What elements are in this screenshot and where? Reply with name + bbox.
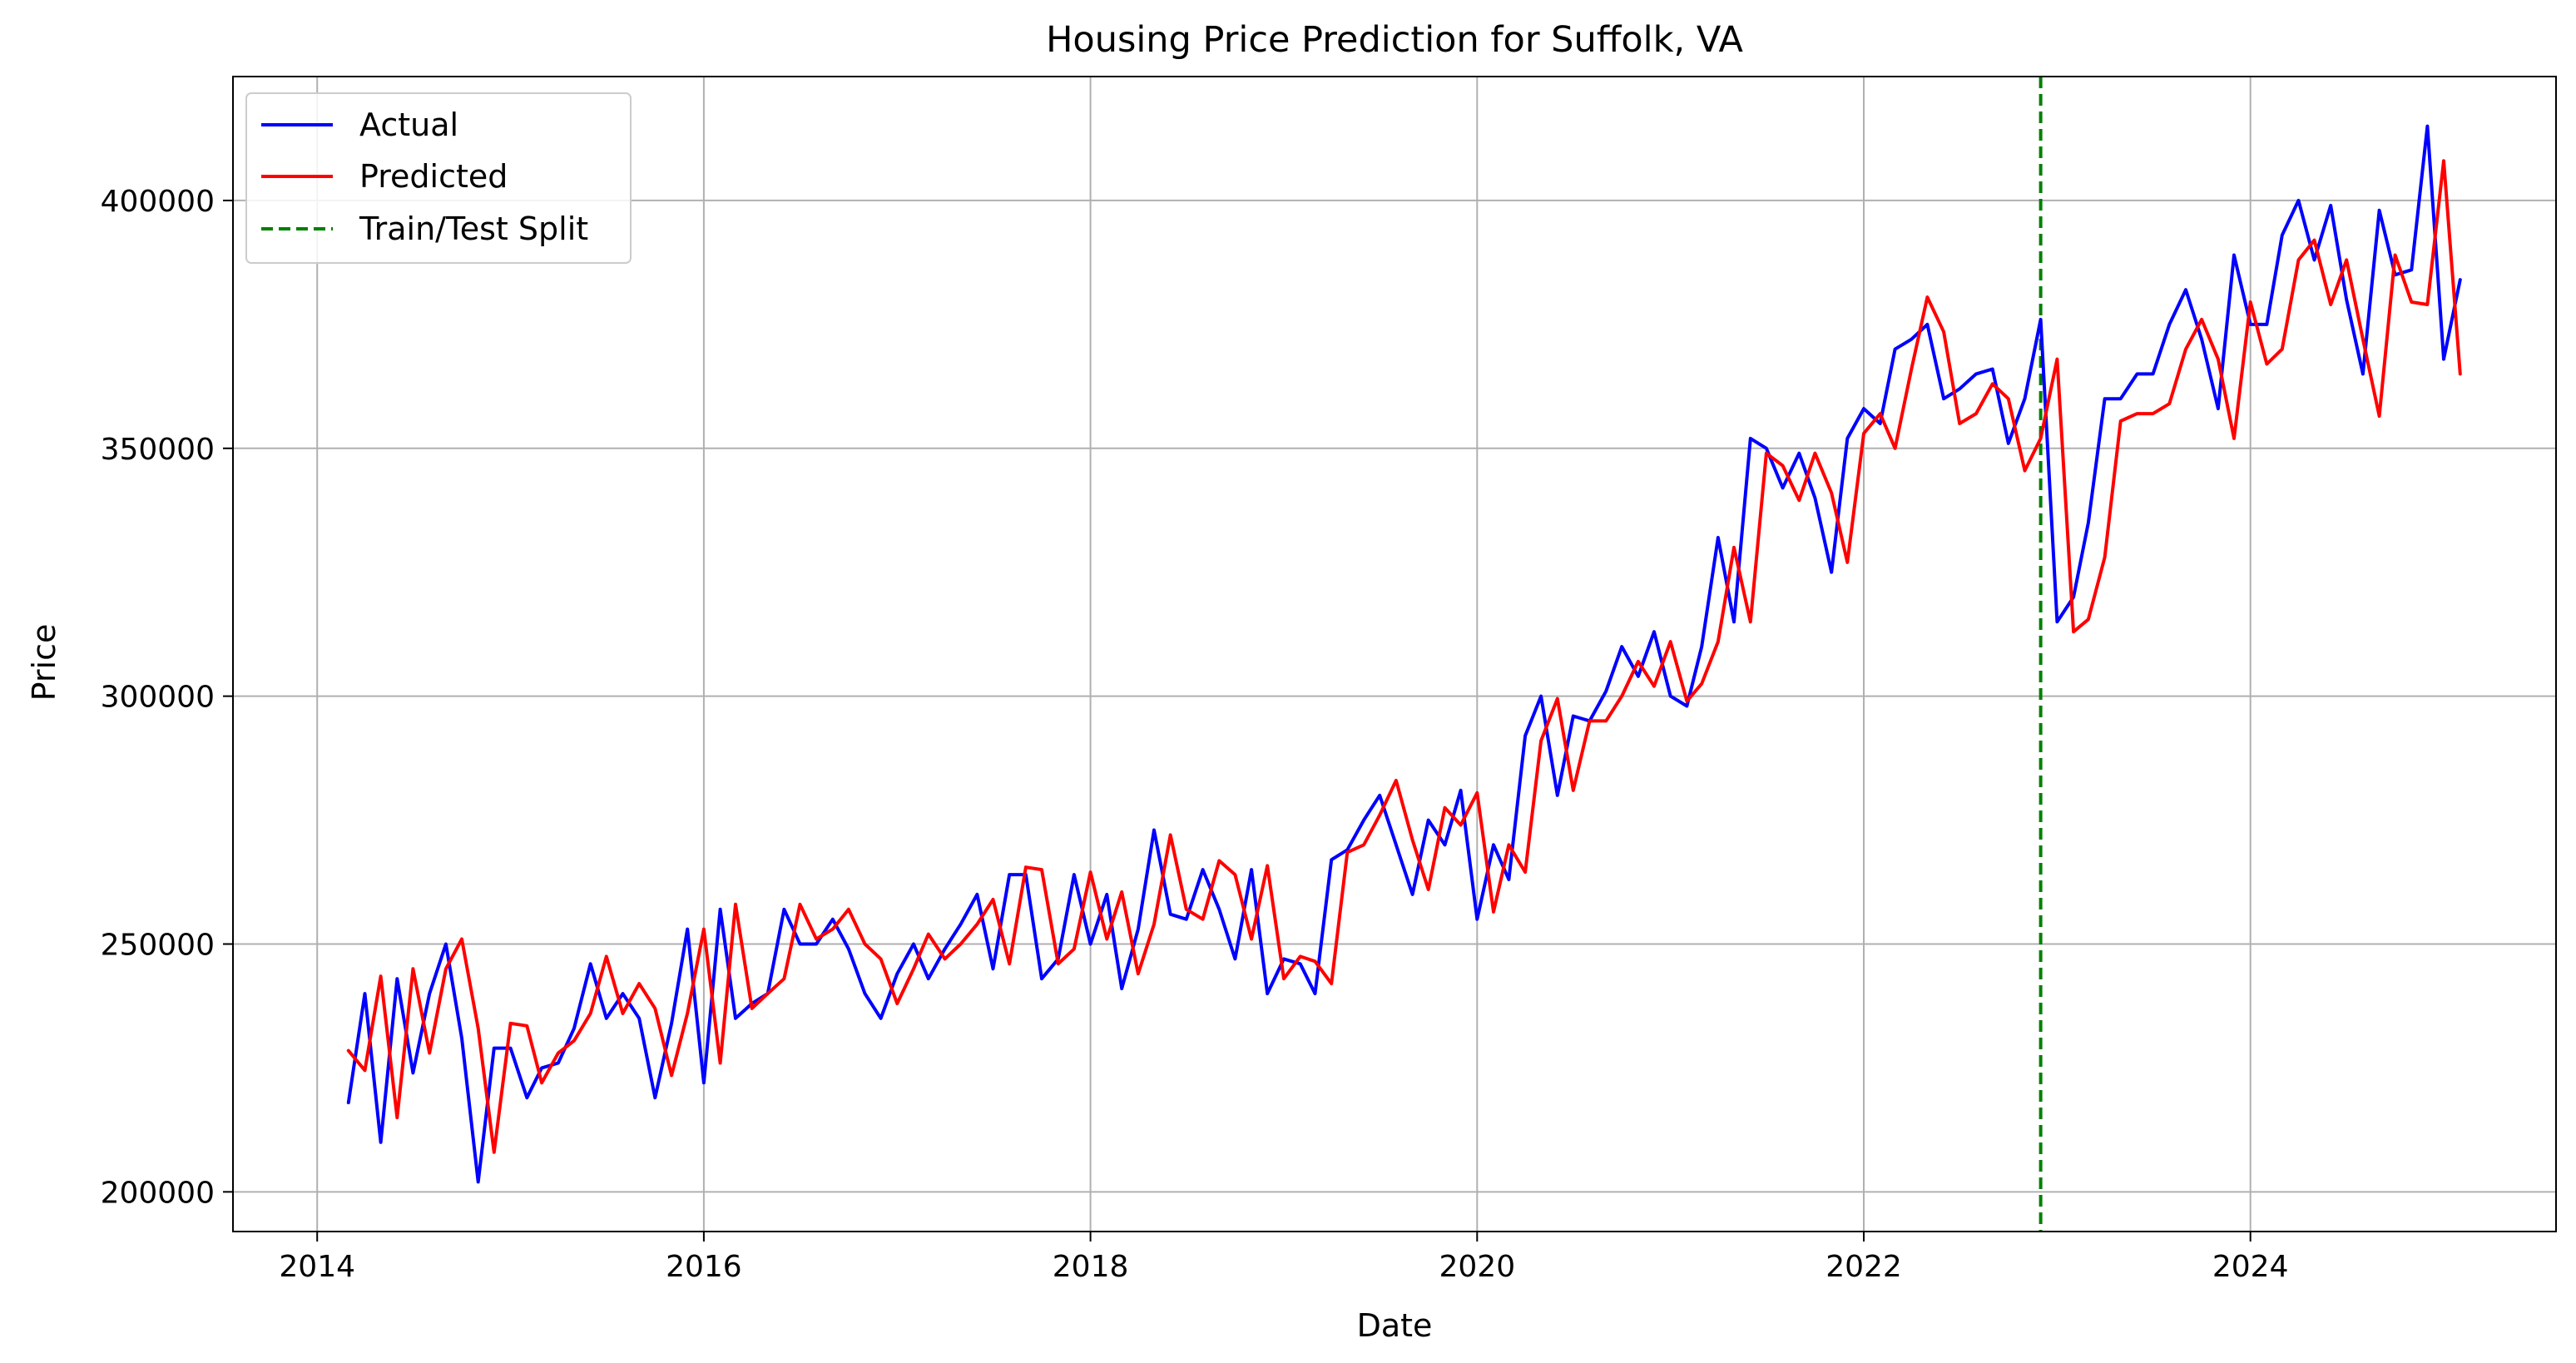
legend-label-actual: Actual xyxy=(359,107,458,143)
y-axis-ticks: 200000 250000 300000 350000 400000 xyxy=(101,185,233,1210)
plot-frame xyxy=(232,76,2557,1232)
x-axis-ticks: 2014 2016 2018 2020 2022 2024 xyxy=(279,1232,2289,1284)
x-tick-label-2024: 2024 xyxy=(2212,1250,2289,1284)
x-axis-label: Date xyxy=(1357,1307,1433,1344)
legend-label-predicted: Predicted xyxy=(359,158,508,195)
y-tick-label-200000: 200000 xyxy=(101,1176,215,1210)
y-tick-label-300000: 300000 xyxy=(101,681,215,715)
series-layer xyxy=(346,124,2462,1184)
x-tick-label-2022: 2022 xyxy=(1825,1250,1902,1284)
grid xyxy=(233,77,2556,1232)
series-line-actual xyxy=(346,124,2462,1184)
x-tick-label-2014: 2014 xyxy=(279,1250,355,1284)
y-axis-label: Price xyxy=(26,624,62,701)
legend: Actual Predicted Train/Test Split xyxy=(245,92,632,264)
legend-box xyxy=(245,92,632,264)
chart-title: Housing Price Prediction for Suffolk, VA xyxy=(1046,19,1743,61)
series-line-predicted xyxy=(346,159,2462,1154)
y-tick-label-350000: 350000 xyxy=(101,433,215,467)
x-tick-label-2020: 2020 xyxy=(1439,1250,1515,1284)
y-tick-label-250000: 250000 xyxy=(101,928,215,962)
legend-label-split: Train/Test Split xyxy=(359,211,588,247)
x-tick-label-2016: 2016 xyxy=(666,1250,742,1284)
x-tick-label-2018: 2018 xyxy=(1053,1250,1129,1284)
y-tick-label-400000: 400000 xyxy=(101,185,215,219)
